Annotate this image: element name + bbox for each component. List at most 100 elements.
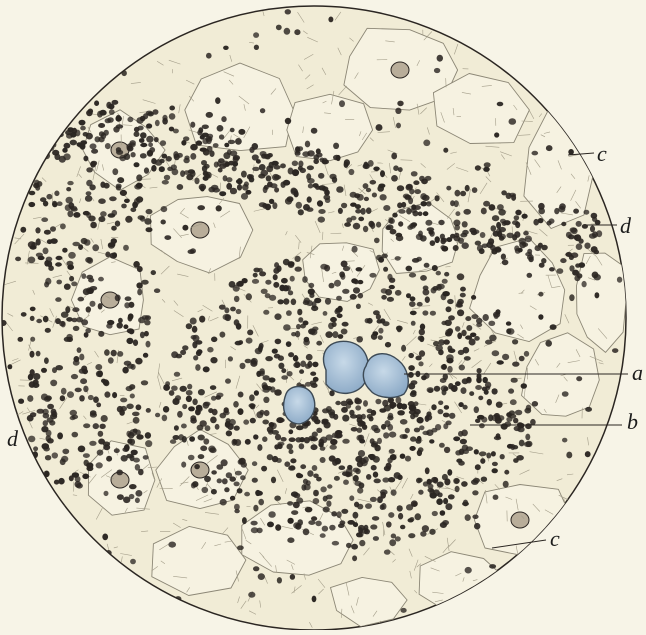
infiltrate-nucleus [298, 317, 303, 323]
infiltrate-nucleus [226, 418, 231, 423]
infiltrate-nucleus [409, 301, 416, 307]
infiltrate-nucleus [28, 436, 35, 443]
infiltrate-nucleus [274, 313, 281, 320]
infiltrate-nucleus [456, 303, 463, 308]
infiltrate-nucleus [310, 437, 318, 442]
infiltrate-nucleus [422, 195, 430, 201]
infiltrate-nucleus [67, 210, 73, 217]
infiltrate-nucleus [418, 212, 423, 217]
infiltrate-nucleus [132, 412, 140, 417]
infiltrate-nucleus [396, 123, 401, 129]
infiltrate-nucleus [481, 208, 487, 215]
infiltrate-nucleus [55, 365, 63, 370]
infiltrate-nucleus [341, 509, 348, 514]
infiltrate-nucleus [306, 173, 311, 180]
infiltrate-nucleus [35, 227, 40, 233]
infiltrate-nucleus [146, 136, 153, 143]
infiltrate-nucleus [73, 212, 80, 218]
infiltrate-nucleus [254, 390, 259, 396]
infiltrate-nucleus [141, 380, 148, 385]
infiltrate-nucleus [266, 386, 273, 390]
infiltrate-nucleus [576, 376, 582, 381]
infiltrate-nucleus [253, 434, 258, 439]
infiltrate-nucleus [117, 494, 124, 500]
infiltrate-nucleus [380, 318, 386, 323]
infiltrate-nucleus [205, 425, 211, 431]
infiltrate-nucleus [171, 386, 178, 391]
infiltrate-nucleus [146, 227, 153, 232]
infiltrate-nucleus [72, 432, 79, 438]
infiltrate-nucleus [325, 298, 331, 305]
infiltrate-nucleus [30, 369, 35, 376]
infiltrate-nucleus [97, 450, 104, 456]
infiltrate-nucleus [253, 566, 259, 571]
infiltrate-nucleus [50, 116, 56, 122]
infiltrate-nucleus [134, 131, 140, 137]
infiltrate-nucleus [486, 453, 491, 459]
infiltrate-nucleus [342, 439, 349, 444]
infiltrate-nucleus [398, 513, 403, 520]
infiltrate-nucleus [329, 283, 335, 289]
infiltrate-nucleus [238, 392, 244, 398]
infiltrate-nucleus [145, 440, 152, 447]
infiltrate-nucleus [355, 405, 361, 410]
infiltrate-nucleus [440, 522, 447, 528]
infiltrate-nucleus [83, 453, 90, 458]
infiltrate-nucleus [7, 364, 12, 369]
infiltrate-nucleus [81, 273, 86, 279]
infiltrate-nucleus [357, 461, 363, 467]
infiltrate-nucleus [90, 162, 95, 167]
infiltrate-nucleus [354, 397, 360, 403]
infiltrate-nucleus [406, 504, 413, 510]
infiltrate-nucleus [246, 293, 252, 300]
infiltrate-nucleus [538, 218, 544, 223]
infiltrate-nucleus [515, 248, 521, 254]
infiltrate-nucleus [248, 592, 255, 598]
infiltrate-nucleus [32, 474, 39, 480]
infiltrate-nucleus [353, 475, 359, 482]
infiltrate-nucleus [136, 174, 142, 181]
infiltrate-nucleus [200, 446, 207, 452]
infiltrate-nucleus [90, 301, 96, 307]
infiltrate-nucleus [75, 388, 82, 393]
infiltrate-nucleus [258, 268, 263, 273]
infiltrate-nucleus [357, 420, 364, 427]
infiltrate-nucleus [48, 265, 54, 271]
infiltrate-nucleus [388, 477, 395, 482]
infiltrate-nucleus [612, 348, 618, 353]
infiltrate-nucleus [99, 424, 105, 429]
infiltrate-nucleus [504, 470, 509, 475]
infiltrate-nucleus [381, 295, 387, 300]
infiltrate-nucleus [145, 432, 151, 439]
infiltrate-nucleus [360, 208, 365, 215]
infiltrate-nucleus [261, 289, 268, 294]
infiltrate-nucleus [238, 129, 245, 135]
infiltrate-nucleus [123, 324, 128, 329]
infiltrate-nucleus [186, 323, 192, 329]
infiltrate-nucleus [62, 104, 69, 109]
infiltrate-nucleus [222, 478, 228, 484]
infiltrate-nucleus [261, 154, 267, 159]
infiltrate-nucleus [181, 424, 187, 429]
infiltrate-nucleus [30, 316, 35, 321]
infiltrate-nucleus [457, 273, 465, 280]
infiltrate-nucleus [369, 273, 376, 278]
infiltrate-nucleus [116, 116, 122, 122]
infiltrate-nucleus [146, 209, 153, 214]
infiltrate-nucleus [397, 101, 403, 107]
infiltrate-nucleus [339, 465, 346, 470]
infiltrate-nucleus [252, 167, 259, 171]
infiltrate-nucleus [471, 314, 478, 319]
infiltrate-nucleus [209, 447, 216, 453]
infiltrate-nucleus [313, 159, 319, 164]
infiltrate-nucleus [119, 409, 125, 416]
infiltrate-nucleus [197, 406, 203, 411]
infiltrate-nucleus [28, 202, 35, 207]
infiltrate-nucleus [177, 184, 184, 190]
infiltrate-nucleus [435, 195, 440, 201]
infiltrate-nucleus [341, 203, 347, 209]
infiltrate-nucleus [108, 213, 116, 218]
infiltrate-nucleus [36, 319, 42, 323]
infiltrate-nucleus [85, 328, 91, 333]
infiltrate-nucleus [312, 432, 318, 438]
